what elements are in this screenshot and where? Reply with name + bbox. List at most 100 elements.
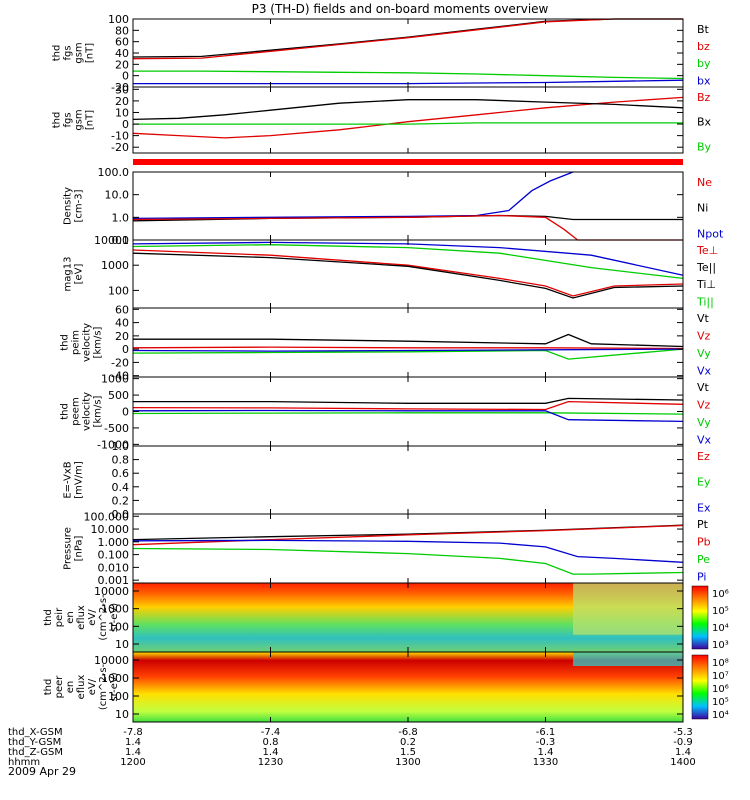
y-tick-label: 40 bbox=[115, 317, 129, 330]
figure-title: P3 (TH-D) fields and on-board moments ov… bbox=[252, 2, 549, 16]
legend-entry: Npot bbox=[697, 227, 724, 240]
y-tick-label: 100 bbox=[108, 620, 129, 633]
y-tick-label: 40 bbox=[115, 47, 129, 60]
legend-entry: Ey bbox=[697, 476, 711, 489]
y-axis-label: thd peer en eflux eV/(cm^2-s-sr-eV) bbox=[43, 663, 120, 710]
svg-text:en: en bbox=[65, 611, 76, 624]
x-axis-labels: 2009 Apr 29 thd_X-GSM -7.8 -7.4 -6.8 -6.1 -5.… bbox=[8, 727, 696, 778]
y-tick-label: 0.4 bbox=[112, 481, 130, 494]
x-axis-row-value: 1.4 bbox=[263, 747, 279, 758]
svg-text:fgs: fgs bbox=[63, 45, 74, 60]
series-line-te bbox=[132, 252, 684, 299]
x-axis-row-value: -6.8 bbox=[398, 727, 418, 738]
series-line-te bbox=[132, 249, 684, 297]
legend-entry: by bbox=[697, 57, 711, 70]
legend-entry: Ne bbox=[697, 176, 712, 189]
svg-text:peim: peim bbox=[71, 330, 82, 355]
colorbar-tick-label: 10³ bbox=[712, 640, 729, 651]
legend-entry: Ti|| bbox=[696, 295, 714, 308]
svg-text:thd: thd bbox=[60, 334, 71, 351]
series-line-pi bbox=[132, 539, 684, 563]
y-tick-label: 100 bbox=[108, 284, 129, 297]
y-tick-label: 20 bbox=[115, 330, 129, 343]
x-axis-row-value: 1.4 bbox=[675, 747, 691, 758]
x-axis-row-value: 1330 bbox=[533, 757, 558, 768]
y-tick-label: 1.0 bbox=[112, 440, 130, 453]
x-axis-row-value: -0.3 bbox=[536, 737, 556, 748]
y-tick-label: -20 bbox=[111, 356, 129, 369]
series-line-vt bbox=[133, 397, 684, 404]
svg-text:[nPa]: [nPa] bbox=[74, 535, 85, 561]
spectrogram-region bbox=[573, 652, 683, 666]
series-line-pb bbox=[132, 524, 684, 546]
colorbar-tick-label: 10⁸ bbox=[712, 658, 729, 669]
panel-8: PtPbPePi100.00010.0001.0000.1000.0100.00… bbox=[63, 510, 711, 587]
y-tick-label: 0.2 bbox=[112, 494, 130, 507]
y-tick-label: 10 bbox=[115, 708, 129, 721]
legend-entry: By bbox=[697, 140, 712, 153]
spectrogram-region bbox=[573, 583, 683, 635]
y-tick-label: 10.0 bbox=[105, 189, 130, 202]
svg-text:en: en bbox=[65, 681, 76, 694]
legend-entry: Bx bbox=[697, 116, 712, 129]
series-line-pe bbox=[132, 547, 684, 575]
legend-entry: Pb bbox=[697, 535, 711, 548]
x-axis-row-label: thd_X-GSM bbox=[8, 727, 63, 738]
legend-entry: Ez bbox=[697, 450, 710, 463]
legend-entry: Vx bbox=[697, 364, 712, 377]
svg-text:gsm: gsm bbox=[74, 109, 85, 130]
y-axis-label: thd fgs gsm [nT] bbox=[52, 109, 96, 130]
svg-text:eflux: eflux bbox=[76, 605, 87, 630]
legend-entry: Vz bbox=[697, 329, 711, 342]
y-axis-label: mag13 [eV] bbox=[63, 257, 85, 292]
y-tick-label: -20 bbox=[111, 141, 129, 154]
panel-3: Ne Ni Npot 100.0 10.0 1.0 0.1 Density [cm-3] bbox=[63, 166, 724, 247]
y-axis-label: thd peem velocity [km/s] bbox=[60, 392, 104, 431]
y-tick-label: 1.000 bbox=[98, 536, 130, 549]
y-tick-label: 10 bbox=[115, 638, 129, 651]
y-axis-label: thd peim velocity [km/s] bbox=[60, 323, 104, 362]
x-axis-row-value: 1.4 bbox=[125, 737, 141, 748]
svg-text:(cm^2-s-: (cm^2-s- bbox=[98, 663, 109, 710]
x-axis-row-label: hhmm bbox=[8, 757, 40, 768]
svg-text:mag13: mag13 bbox=[63, 257, 74, 292]
y-tick-label: 1000 bbox=[101, 259, 129, 272]
x-axis-row-value: 1.5 bbox=[400, 747, 416, 758]
series-line-ti bbox=[132, 244, 684, 280]
series-line-by bbox=[133, 122, 683, 125]
series-line-vx bbox=[132, 409, 684, 423]
svg-text:eV/: eV/ bbox=[87, 609, 98, 626]
svg-text:[km/s]: [km/s] bbox=[93, 326, 104, 358]
y-tick-label: 0 bbox=[122, 118, 129, 131]
legend-entry: Vx bbox=[697, 433, 712, 446]
x-axis-row-value: 1.4 bbox=[125, 747, 141, 758]
series-line-npot bbox=[132, 171, 574, 220]
legend-entry: bx bbox=[697, 74, 711, 87]
svg-text:fgs: fgs bbox=[63, 112, 74, 127]
y-tick-label: 80 bbox=[115, 24, 129, 37]
x-axis-row-value: -0.9 bbox=[673, 737, 693, 748]
series-line-by bbox=[133, 70, 684, 80]
svg-text:eV/: eV/ bbox=[87, 678, 98, 695]
legend-entry: Pi bbox=[697, 570, 706, 583]
x-axis-row-value: -7.8 bbox=[123, 727, 143, 738]
legend-entry: Pe bbox=[697, 553, 710, 566]
legend-entry: Ni bbox=[697, 202, 708, 215]
x-axis-row-value: 1400 bbox=[670, 757, 695, 768]
y-tick-label: 1000 bbox=[101, 672, 129, 685]
y-axis-label: Pressure [nPa] bbox=[63, 527, 85, 570]
panel-frame bbox=[132, 171, 684, 241]
x-axis-row-label: thd_Y-GSM bbox=[8, 737, 61, 748]
svg-text:[mV/m]: [mV/m] bbox=[74, 461, 85, 499]
y-tick-label: -10 bbox=[111, 130, 129, 143]
x-axis-row-label: thd_Z-GSM bbox=[8, 747, 63, 758]
legend-entry: bz bbox=[697, 40, 710, 53]
series-line-vz bbox=[132, 400, 684, 411]
y-tick-label: -1000 bbox=[97, 438, 129, 451]
colorbar-tick-label: 10⁷ bbox=[712, 671, 729, 682]
x-axis-row-value: 1.4 bbox=[538, 747, 554, 758]
x-axis-row-value: 1300 bbox=[395, 757, 420, 768]
